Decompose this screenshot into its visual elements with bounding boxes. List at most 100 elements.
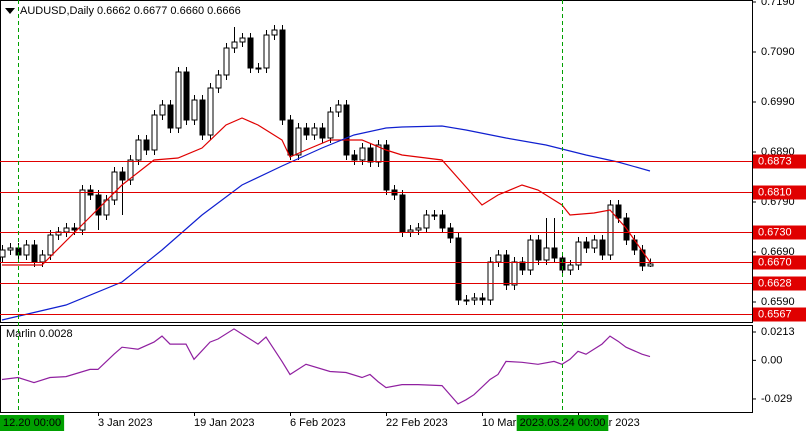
candle-body [479, 297, 486, 301]
candle-body [495, 254, 502, 263]
crosshair-label-box [516, 415, 609, 431]
x-tick-label: 3 Jan 2023 [98, 417, 152, 429]
candle-body [367, 147, 374, 163]
candle-body [127, 159, 134, 181]
y-tick-label: 0.00 [761, 354, 782, 366]
candle-body [487, 261, 494, 301]
level-label-box [753, 154, 806, 169]
candle-body [471, 297, 478, 301]
sub-panel-frame [0, 325, 753, 413]
x-tick-label: 6 Feb 2023 [290, 417, 346, 429]
candle-body [231, 41, 238, 49]
candle-body [535, 239, 542, 261]
candle-body [615, 204, 622, 219]
candle-body [639, 249, 646, 267]
y-tick-label: 0.6590 [761, 296, 795, 308]
candle-body [63, 227, 70, 233]
candle-body [0, 249, 6, 258]
candle-body [7, 247, 14, 251]
candle-body [503, 254, 510, 286]
y-tick-label: 0.7190 [761, 0, 795, 8]
candle-body [271, 29, 278, 36]
y-tick-label: 0.0213 [761, 326, 795, 338]
candle-body [575, 241, 582, 266]
candle-body [223, 47, 230, 76]
candle-body [287, 119, 294, 156]
candle-body [143, 139, 150, 151]
candle-body [607, 204, 614, 256]
candle-body [423, 214, 430, 229]
level-label: 0.6730 [758, 226, 792, 238]
ma-line [1, 125, 651, 321]
candle-body [119, 171, 126, 181]
candle-body [591, 239, 598, 249]
candle-body [111, 171, 118, 201]
candle-body [79, 189, 86, 231]
candle-body [135, 139, 142, 161]
candle-body [159, 104, 166, 116]
candle-body [191, 99, 198, 121]
level-label-box [753, 255, 806, 270]
candle-body [295, 127, 302, 156]
level-label-box [753, 307, 806, 322]
candle-body [647, 263, 654, 267]
crosshair-label-box [0, 415, 65, 431]
level-label: 0.6810 [758, 186, 792, 198]
candle-body [95, 194, 102, 216]
crosshair-label: 2023.03.24 00:00 [520, 417, 606, 429]
level-label: 0.6873 [758, 155, 792, 167]
candle-body [319, 127, 326, 139]
level-label-box [753, 276, 806, 291]
candle-body [279, 29, 286, 121]
x-tick-label: 19 Jan 2023 [194, 417, 255, 429]
candle-body [215, 74, 222, 89]
candle-body [183, 71, 190, 121]
candle-body [151, 114, 158, 151]
candle-body [239, 37, 246, 43]
indicator-title: Marlin 0.0028 [6, 328, 73, 340]
candle-body [175, 71, 182, 129]
candle-body [527, 239, 534, 271]
candle-body [511, 261, 518, 286]
candle-body [439, 214, 446, 229]
y-tick-label: 0.6690 [761, 246, 795, 258]
y-tick-label: 0.7090 [761, 46, 795, 58]
candle-body [543, 247, 550, 261]
level-label: 0.6567 [758, 308, 792, 320]
candle-body [167, 104, 174, 129]
candle-body [519, 261, 526, 271]
candle-body [351, 154, 358, 161]
candle-body [415, 227, 422, 231]
ma-line [2, 117, 651, 266]
candle-body [247, 37, 254, 69]
level-label-box [753, 225, 806, 240]
menu-triangle [5, 8, 15, 14]
candle-body [23, 244, 30, 256]
x-tick-label: 22 Feb 2023 [386, 417, 448, 429]
candle-body [407, 229, 414, 233]
candle-body [431, 214, 438, 217]
candle-body [335, 104, 342, 113]
level-label: 0.6670 [758, 256, 792, 268]
candle-body [551, 247, 558, 259]
candle-body [399, 194, 406, 233]
candle-body [383, 144, 390, 191]
y-tick-label: 0.6990 [761, 96, 795, 108]
candle-body [343, 104, 350, 156]
candle-body [207, 87, 214, 136]
crosshair-label: 12.20 00:00 [3, 417, 61, 429]
candle-body [47, 234, 54, 256]
candle-body [463, 299, 470, 302]
candle-body [199, 99, 206, 136]
candle-body [39, 254, 46, 263]
candle-body [311, 127, 318, 136]
candle-body [583, 241, 590, 249]
candle-body [263, 34, 270, 69]
level-label: 0.6628 [758, 277, 792, 289]
candle-body [455, 237, 462, 301]
chart-title: AUDUSD,Daily 0.6662 0.6677 0.6660 0.6666 [20, 5, 241, 17]
candle-body [31, 244, 38, 263]
